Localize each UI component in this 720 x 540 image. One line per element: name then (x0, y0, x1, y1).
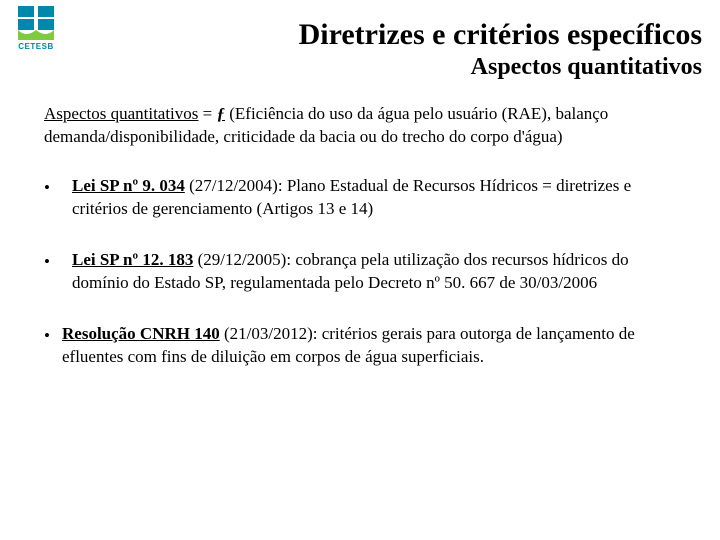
bullet-item: • Resolução CNRH 140 (21/03/2012): crité… (44, 323, 688, 369)
cetesb-logo: CETESB (8, 6, 64, 56)
title-block: Diretrizes e critérios específicos Aspec… (0, 0, 720, 81)
law-name: Resolução CNRH 140 (62, 324, 220, 343)
slide-title: Diretrizes e critérios específicos (0, 18, 702, 52)
bullet-marker: • (44, 175, 72, 221)
intro-function-symbol: ƒ (217, 104, 226, 123)
logo-text: CETESB (18, 42, 53, 51)
logo-mark (16, 6, 56, 40)
bullet-item: • Lei SP nº 12. 183 (29/12/2005): cobran… (44, 249, 688, 295)
bullet-item: • Lei SP nº 9. 034 (27/12/2004): Plano E… (44, 175, 688, 221)
bullet-body: Lei SP nº 12. 183 (29/12/2005): cobrança… (72, 249, 688, 295)
intro-paragraph: Aspectos quantitativos = ƒ (Eficiência d… (44, 103, 688, 149)
law-name: Lei SP nº 12. 183 (72, 250, 193, 269)
law-date: (21/03/2012): (220, 324, 322, 343)
bullet-marker: • (44, 249, 72, 295)
law-name: Lei SP nº 9. 034 (72, 176, 185, 195)
law-date: (29/12/2005): (193, 250, 295, 269)
bullet-marker: • (44, 323, 62, 369)
law-date: (27/12/2004): (185, 176, 287, 195)
intro-eq: = (198, 104, 216, 123)
bullet-body: Lei SP nº 9. 034 (27/12/2004): Plano Est… (72, 175, 688, 221)
slide-subtitle: Aspectos quantitativos (0, 54, 702, 81)
slide-content: Aspectos quantitativos = ƒ (Eficiência d… (0, 81, 720, 369)
intro-lead: Aspectos quantitativos (44, 104, 198, 123)
bullet-body: Resolução CNRH 140 (21/03/2012): critéri… (62, 323, 688, 369)
